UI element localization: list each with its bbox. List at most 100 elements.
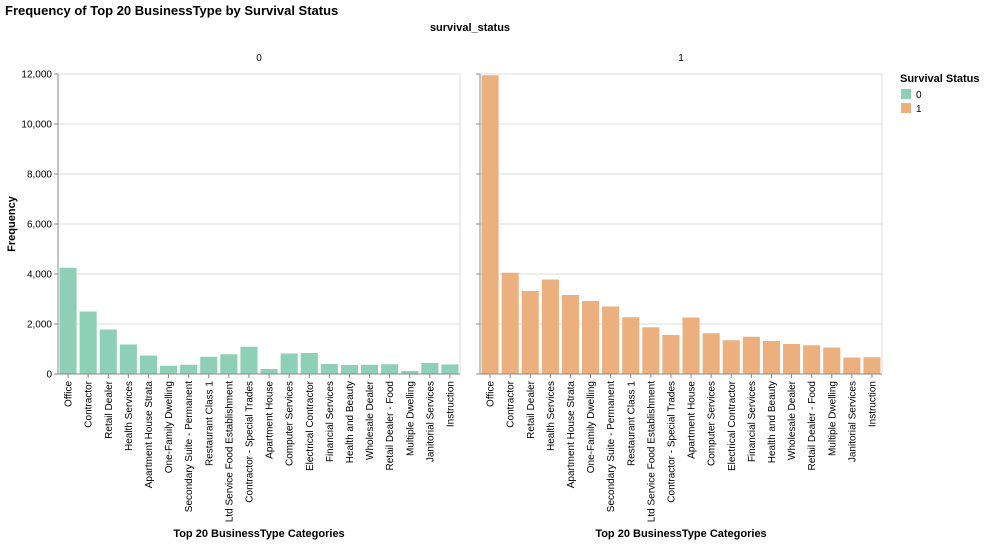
- legend: Survival Status 0 1: [900, 73, 979, 115]
- bar: [561, 295, 579, 374]
- x-axis-title-1: Top 20 BusinessType Categories: [595, 528, 766, 540]
- x-tick-label: Secondary Suite - Permanent: [606, 381, 617, 512]
- bar: [160, 365, 178, 374]
- y-tick-label: 4,000: [27, 270, 52, 281]
- bar: [582, 301, 600, 374]
- x-tick-label: Apartment House: [265, 381, 276, 459]
- x-tick-label: Instruction: [445, 381, 456, 427]
- bar: [642, 327, 660, 374]
- x-tick-label: Instruction: [867, 381, 878, 427]
- bar: [843, 357, 861, 374]
- x-tick-label: Computer Services: [285, 381, 296, 466]
- bar: [381, 364, 399, 374]
- bar: [361, 364, 379, 374]
- bar: [602, 306, 620, 374]
- bar: [742, 336, 760, 374]
- x-tick-label: Contractor - Special Trades: [244, 381, 255, 503]
- x-tick-label: Contractor: [506, 380, 517, 427]
- x-tick-label: Office: [64, 381, 75, 407]
- x-tick-label: Wholesale Dealer: [787, 380, 798, 460]
- bar: [441, 364, 459, 374]
- bar: [139, 355, 157, 374]
- bar: [200, 356, 218, 374]
- bar: [803, 345, 821, 374]
- x-axis-title-0: Top 20 BusinessType Categories: [173, 528, 344, 540]
- facet-label-1: 1: [678, 53, 684, 64]
- bar: [622, 317, 640, 374]
- x-tick-label: Contractor - Special Trades: [666, 381, 677, 503]
- bar: [99, 329, 117, 374]
- bar: [421, 363, 439, 374]
- bar: [401, 371, 419, 374]
- bar: [783, 344, 801, 374]
- y-tick-label: 10,000: [21, 120, 52, 131]
- y-tick-label: 8,000: [27, 170, 52, 181]
- y-tick-label: 6,000: [27, 220, 52, 231]
- x-tick-label: Restaurant Class 1: [204, 381, 215, 466]
- x-tick-label: Computer Services: [707, 381, 718, 466]
- x-tick-label: Retail Dealer: [104, 380, 115, 438]
- bar: [762, 341, 780, 374]
- bar: [280, 353, 298, 374]
- bar: [320, 364, 338, 374]
- x-tick-label: Ltd Service Food Establishment: [646, 381, 657, 522]
- bar: [180, 364, 198, 374]
- bar: [220, 354, 238, 374]
- bar: [59, 267, 77, 374]
- facet-panel-1: Office Contractor Retail Dealer Health Serv…: [476, 73, 883, 522]
- x-tick-label: Secondary Suite - Permanent: [184, 381, 195, 512]
- bar: [863, 357, 881, 374]
- bar: [240, 346, 258, 374]
- chart-title: Frequency of Top 20 BusinessType by Surv…: [5, 3, 338, 18]
- x-tick-label: Contractor: [84, 380, 95, 427]
- x-tick-label: Multiple Dwelling: [827, 381, 838, 456]
- y-tick-label: 0: [46, 370, 52, 381]
- x-tick-label: Electrical Contractor: [305, 380, 316, 471]
- x-tick-label: Ltd Service Food Establishment: [224, 381, 235, 522]
- x-tick-label: Wholesale Dealer: [365, 380, 376, 460]
- bar: [682, 317, 700, 374]
- facet-title: survival_status: [430, 22, 510, 34]
- x-tick-label: Restaurant Class 1: [626, 381, 637, 466]
- x-tick-label: Financial Services: [747, 381, 758, 462]
- x-tick-label: Financial Services: [325, 381, 336, 462]
- bar: [722, 340, 740, 374]
- bar: [79, 311, 97, 374]
- legend-label-1: 1: [916, 104, 922, 115]
- x-tick-label: Health Services: [546, 381, 557, 451]
- bar: [541, 279, 559, 374]
- bar: [702, 333, 720, 374]
- bar: [662, 335, 680, 374]
- legend-swatch-0: [901, 89, 911, 99]
- x-tick-label: One-Family Dwelling: [164, 381, 175, 473]
- x-tick-label: Janitorial Services: [425, 381, 436, 462]
- x-tick-label: Retail Dealer - Food: [385, 381, 396, 470]
- bar: [823, 347, 841, 374]
- x-tick-label: Janitorial Services: [847, 381, 858, 462]
- x-tick-label: Apartment House: [687, 381, 698, 459]
- bar: [260, 369, 278, 374]
- x-tick-label: Retail Dealer - Food: [807, 381, 818, 470]
- x-tick-label: Health and Beauty: [767, 381, 778, 463]
- bar: [300, 353, 318, 374]
- y-tick-label: 2,000: [27, 320, 52, 331]
- x-tick-label: One-Family Dwelling: [586, 381, 597, 473]
- bar: [119, 344, 137, 374]
- legend-swatch-1: [901, 103, 911, 113]
- x-tick-label: Retail Dealer: [526, 380, 537, 438]
- x-tick-label: Electrical Contractor: [727, 380, 738, 471]
- x-tick-label: Office: [486, 381, 497, 407]
- x-tick-label: Health and Beauty: [345, 381, 356, 463]
- x-tick-label: Apartment House Strata: [566, 381, 577, 489]
- facet-panels: 0 2,000 4,000 6,000 8,000 10,000 12,000 Office C…: [21, 70, 883, 522]
- bar: [340, 365, 358, 374]
- facet-panel-0: 0 2,000 4,000 6,000 8,000 10,000 12,000 Office C…: [21, 70, 461, 522]
- facet-label-0: 0: [256, 53, 262, 64]
- y-tick-label: 12,000: [21, 70, 52, 81]
- x-tick-label: Apartment House Strata: [144, 381, 155, 489]
- bar: [481, 75, 499, 374]
- bar: [501, 272, 519, 374]
- legend-label-0: 0: [916, 90, 922, 101]
- x-tick-label: Health Services: [124, 381, 135, 451]
